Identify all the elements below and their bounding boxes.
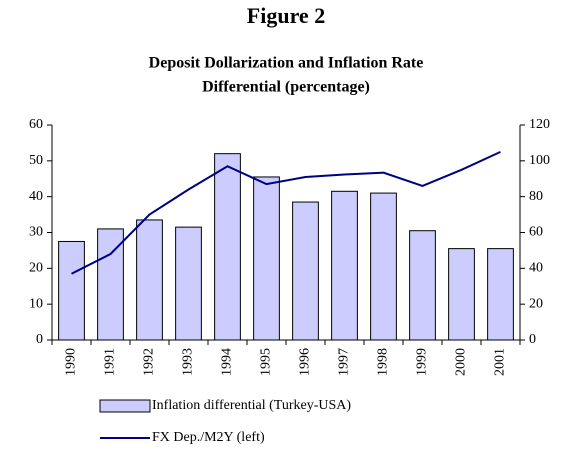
y-tick-label: 40: [29, 189, 43, 204]
x-tick-label: 1996: [298, 348, 313, 376]
x-tick-label: 1999: [415, 348, 430, 376]
chart-title: Figure 2: [247, 3, 325, 28]
y-tick-label: 10: [29, 296, 43, 311]
y-tick-label: 0: [36, 332, 43, 347]
bar: [58, 240, 85, 341]
bar: [136, 219, 163, 341]
x-tick-label: 1994: [220, 348, 235, 376]
bar: [214, 153, 241, 341]
y2-tick-label: 20: [529, 296, 543, 311]
bar: [97, 228, 124, 341]
bar: [331, 190, 358, 341]
x-tick-label: 2000: [454, 348, 469, 376]
x-tick-label: 1992: [142, 348, 157, 376]
bar: [175, 226, 202, 341]
bar: [448, 248, 475, 341]
x-tick-label: 1998: [376, 348, 391, 376]
y2-tick-label: 60: [529, 225, 543, 240]
x-tick-label: 1993: [181, 348, 196, 376]
bar: [487, 248, 514, 341]
y2-tick-label: 120: [529, 117, 550, 132]
bar: [253, 176, 280, 341]
y-tick-label: 60: [29, 117, 43, 132]
y2-tick-label: 0: [529, 332, 536, 347]
y-tick-label: 30: [29, 225, 43, 240]
x-tick-label: 1990: [64, 348, 79, 376]
x-tick-label: 1995: [259, 348, 274, 376]
x-tick-label: 1991: [103, 348, 118, 376]
bar: [292, 201, 319, 341]
line-series: [71, 150, 501, 275]
chart-subtitle: Differential (percentage): [202, 79, 370, 96]
y2-tick-label: 40: [529, 261, 543, 276]
y2-tick-label: 80: [529, 189, 543, 204]
legend-label: FX Dep./M2Y (left): [152, 430, 265, 445]
x-tick-label: 1997: [337, 348, 352, 376]
y2-tick-label: 100: [529, 153, 550, 168]
bar: [409, 230, 436, 341]
chart-subtitle: Deposit Dollarization and Inflation Rate: [149, 55, 424, 72]
bar: [370, 192, 397, 341]
legend-swatch: [99, 399, 151, 413]
y-tick-label: 50: [29, 153, 43, 168]
legend-label: Inflation differential (Turkey-USA): [152, 398, 351, 413]
y-tick-label: 20: [29, 261, 43, 276]
x-tick-label: 2001: [493, 348, 508, 376]
